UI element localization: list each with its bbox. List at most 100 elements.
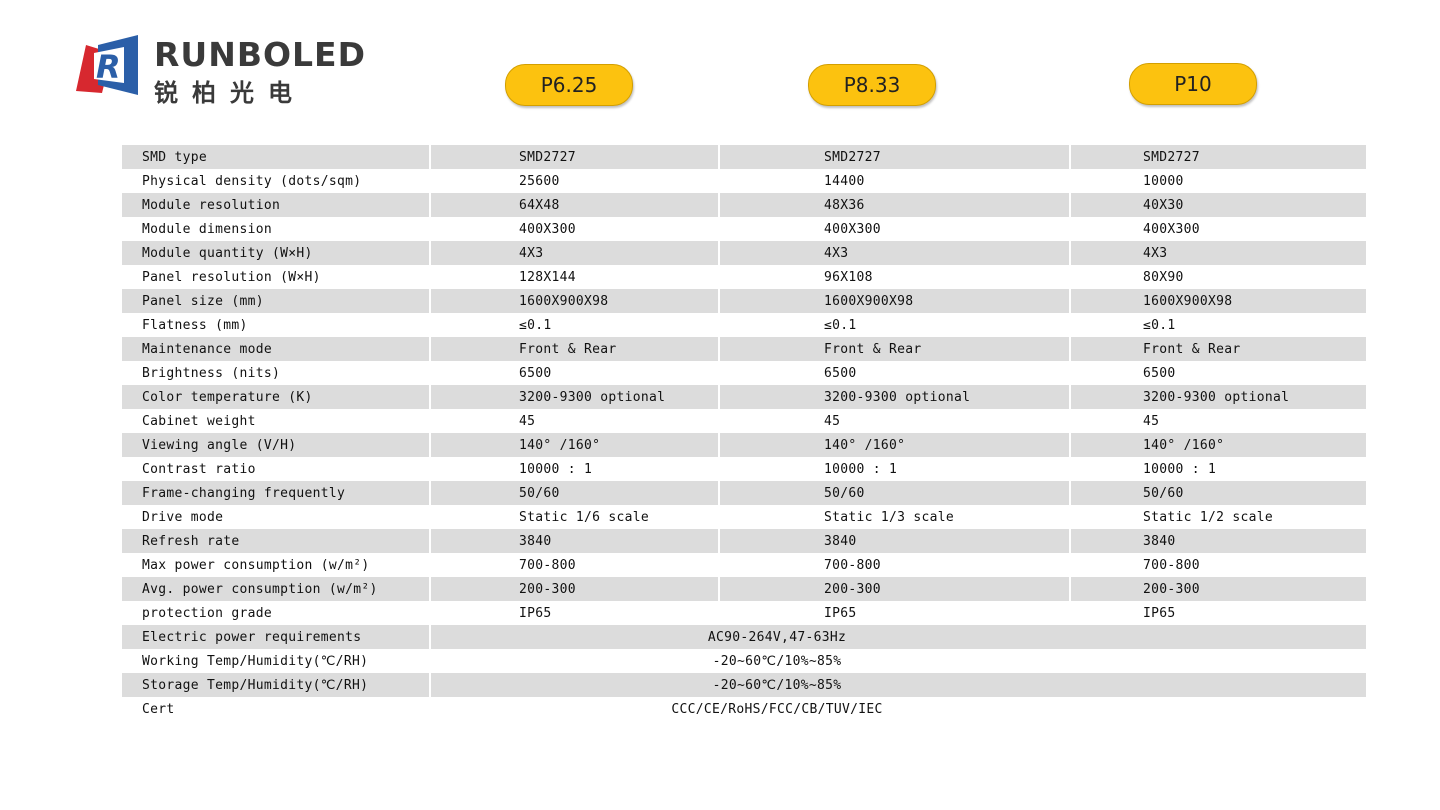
spec-row: Maintenance mode Front & Rear Front & Rear…	[122, 337, 1366, 361]
spec-label: Brightness (nits)	[142, 365, 281, 381]
spec-value-p8-33: ≤0.1	[718, 313, 1070, 337]
spec-table: SMD type SMD2727 SMD2727 SMD2727 Physical de…	[122, 145, 1366, 721]
spec-value-p10: 700-800	[1069, 553, 1366, 577]
spec-value-p8-33: 14400	[718, 169, 1070, 193]
spec-value-p10: 3200-9300 optional	[1069, 385, 1366, 409]
spec-row: Max power consumption (w/m²) 700-800 700-8…	[122, 553, 1366, 577]
spec-value-p8-33: IP65	[718, 601, 1070, 625]
brand-logo: R RUNBOLED 锐柏光电	[72, 35, 365, 107]
spec-value-p8-33: 4X3	[718, 241, 1070, 265]
spec-label: Viewing angle (V/H)	[122, 433, 430, 457]
spec-label: Module quantity (W×H)	[122, 241, 430, 265]
spec-row: Flatness (mm) ≤0.1 ≤0.1 ≤0.1	[122, 313, 1366, 337]
spec-row: Module quantity (W×H) 4X3 4X3 4X3	[122, 241, 1366, 265]
spec-row: Brightness (nits) 6500 6500 6500	[122, 361, 1366, 385]
spec-value-p6-25: 200-300	[429, 577, 719, 601]
spec-value-p6-25: 25600	[429, 169, 719, 193]
spec-value-p10: 10000	[1069, 169, 1366, 193]
model-label-p10: P10	[1129, 63, 1257, 105]
spec-row: Module dimension 400X300 400X300 400X300	[122, 217, 1366, 241]
spec-value-p6-25: 50/60	[429, 481, 719, 505]
spec-value-p10: 400X300	[1069, 217, 1366, 241]
spec-value-p6-25: 4X3	[429, 241, 719, 265]
spec-row: protection grade IP65 IP65 IP65	[122, 601, 1366, 625]
spec-value-p10: 4X3	[1069, 241, 1366, 265]
spec-value-p8-33: Front & Rear	[718, 337, 1070, 361]
spec-merged-cell: -20~60℃/10%~85%	[429, 673, 1366, 697]
spec-value-p8-33: 700-800	[718, 553, 1070, 577]
spec-label: Working Temp/Humidity(℃/RH)	[142, 653, 369, 669]
spec-value-p10: 10000 : 1	[1069, 457, 1366, 481]
spec-value-p10: ≤0.1	[1069, 313, 1366, 337]
spec-value-p8-33: 48X36	[718, 193, 1070, 217]
spec-row: Viewing angle (V/H) 140° /160° 140° /160° 1…	[122, 433, 1366, 457]
spec-label: Avg. power consumption (w/m²)	[122, 577, 430, 601]
spec-label: Frame-changing frequently	[122, 481, 430, 505]
spec-row: Contrast ratio 10000 : 1 10000 : 1 10000 : …	[122, 457, 1366, 481]
spec-value-p8-33: 96X108	[718, 265, 1070, 289]
svg-text:R: R	[96, 48, 121, 86]
spec-row: Storage Temp/Humidity(℃/RH) -20~60℃/10%~8…	[122, 673, 1366, 697]
spec-value-p10: 200-300	[1069, 577, 1366, 601]
spec-value-p10: Static 1/2 scale	[1069, 505, 1366, 529]
spec-value-p8-33: 3200-9300 optional	[718, 385, 1070, 409]
spec-label: Color temperature (K)	[122, 385, 430, 409]
model-label-p8-33: P8.33	[808, 64, 936, 106]
spec-label: Panel size (mm)	[122, 289, 430, 313]
spec-row: Cert CCC/CE/RoHS/FCC/CB/TUV/IEC	[122, 697, 1366, 721]
spec-row: Electric power requirements AC90-264V,47-…	[122, 625, 1366, 649]
spec-value-p6-25: IP65	[429, 601, 719, 625]
spec-row: Module resolution 64X48 48X36 40X30	[122, 193, 1366, 217]
spec-label: Module dimension	[142, 221, 273, 237]
spec-value-p8-33: SMD2727	[718, 145, 1070, 169]
spec-label: SMD type	[122, 145, 430, 169]
spec-value-p8-33: 6500	[718, 361, 1070, 385]
spec-value-p10: 6500	[1069, 361, 1366, 385]
spec-row: Panel size (mm) 1600X900X98 1600X900X98 160…	[122, 289, 1366, 313]
spec-value-p6-25: SMD2727	[429, 145, 719, 169]
model-label-p6-25: P6.25	[505, 64, 633, 106]
spec-value-p10: 3840	[1069, 529, 1366, 553]
spec-row: Panel resolution (W×H) 128X144 96X108 80X90	[122, 265, 1366, 289]
spec-value-p6-25: 3840	[429, 529, 719, 553]
spec-row: Cabinet weight 45 45 45	[122, 409, 1366, 433]
spec-value-p10: Front & Rear	[1069, 337, 1366, 361]
spec-label: Panel resolution (W×H)	[142, 269, 321, 285]
spec-label: protection grade	[142, 605, 273, 621]
spec-value-p6-25: Static 1/6 scale	[429, 505, 719, 529]
spec-value-p10: 40X30	[1069, 193, 1366, 217]
runboled-logo-icon: R	[76, 35, 138, 95]
spec-value-p10: 1600X900X98	[1069, 289, 1366, 313]
spec-value-p6-25: ≤0.1	[429, 313, 719, 337]
spec-value-p10: 45	[1069, 409, 1366, 433]
spec-value-p8-33: 10000 : 1	[718, 457, 1070, 481]
brand-name-zh: 锐柏光电	[154, 79, 306, 107]
spec-merged-cell: AC90-264V,47-63Hz	[429, 625, 1366, 649]
spec-value-p8-33: 200-300	[718, 577, 1070, 601]
spec-row: Frame-changing frequently 50/60 50/60 50/60	[122, 481, 1366, 505]
spec-label: Cert	[142, 701, 175, 717]
spec-value-p6-25: 10000 : 1	[429, 457, 719, 481]
spec-label: Electric power requirements	[122, 625, 430, 649]
spec-value-p8-33: 1600X900X98	[718, 289, 1070, 313]
spec-row: Color temperature (K) 3200-9300 optional 3…	[122, 385, 1366, 409]
spec-row: Working Temp/Humidity(℃/RH) -20~60℃/10%~8…	[122, 649, 1366, 673]
spec-label: Max power consumption (w/m²)	[142, 557, 370, 573]
spec-merged-value: -20~60℃/10%~85%	[712, 653, 842, 669]
spec-value-p6-25: 64X48	[429, 193, 719, 217]
spec-value-p8-33: 400X300	[718, 217, 1070, 241]
spec-label: Module resolution	[122, 193, 430, 217]
spec-label: Drive mode	[142, 509, 224, 525]
spec-merged-cell: CCC/CE/RoHS/FCC/CB/TUV/IEC	[429, 697, 1366, 721]
spec-row: Physical density (dots/sqm) 25600 14400 100…	[122, 169, 1366, 193]
spec-value-p6-25: 128X144	[429, 265, 719, 289]
spec-value-p10: 80X90	[1069, 265, 1366, 289]
spec-value-p10: 50/60	[1069, 481, 1366, 505]
spec-label: Cabinet weight	[142, 413, 256, 429]
spec-value-p8-33: Static 1/3 scale	[718, 505, 1070, 529]
spec-merged-value: AC90-264V,47-63Hz	[707, 629, 847, 645]
spec-value-p6-25: Front & Rear	[429, 337, 719, 361]
spec-label: Refresh rate	[122, 529, 430, 553]
spec-label: Storage Temp/Humidity(℃/RH)	[122, 673, 430, 697]
spec-value-p6-25: 45	[429, 409, 719, 433]
